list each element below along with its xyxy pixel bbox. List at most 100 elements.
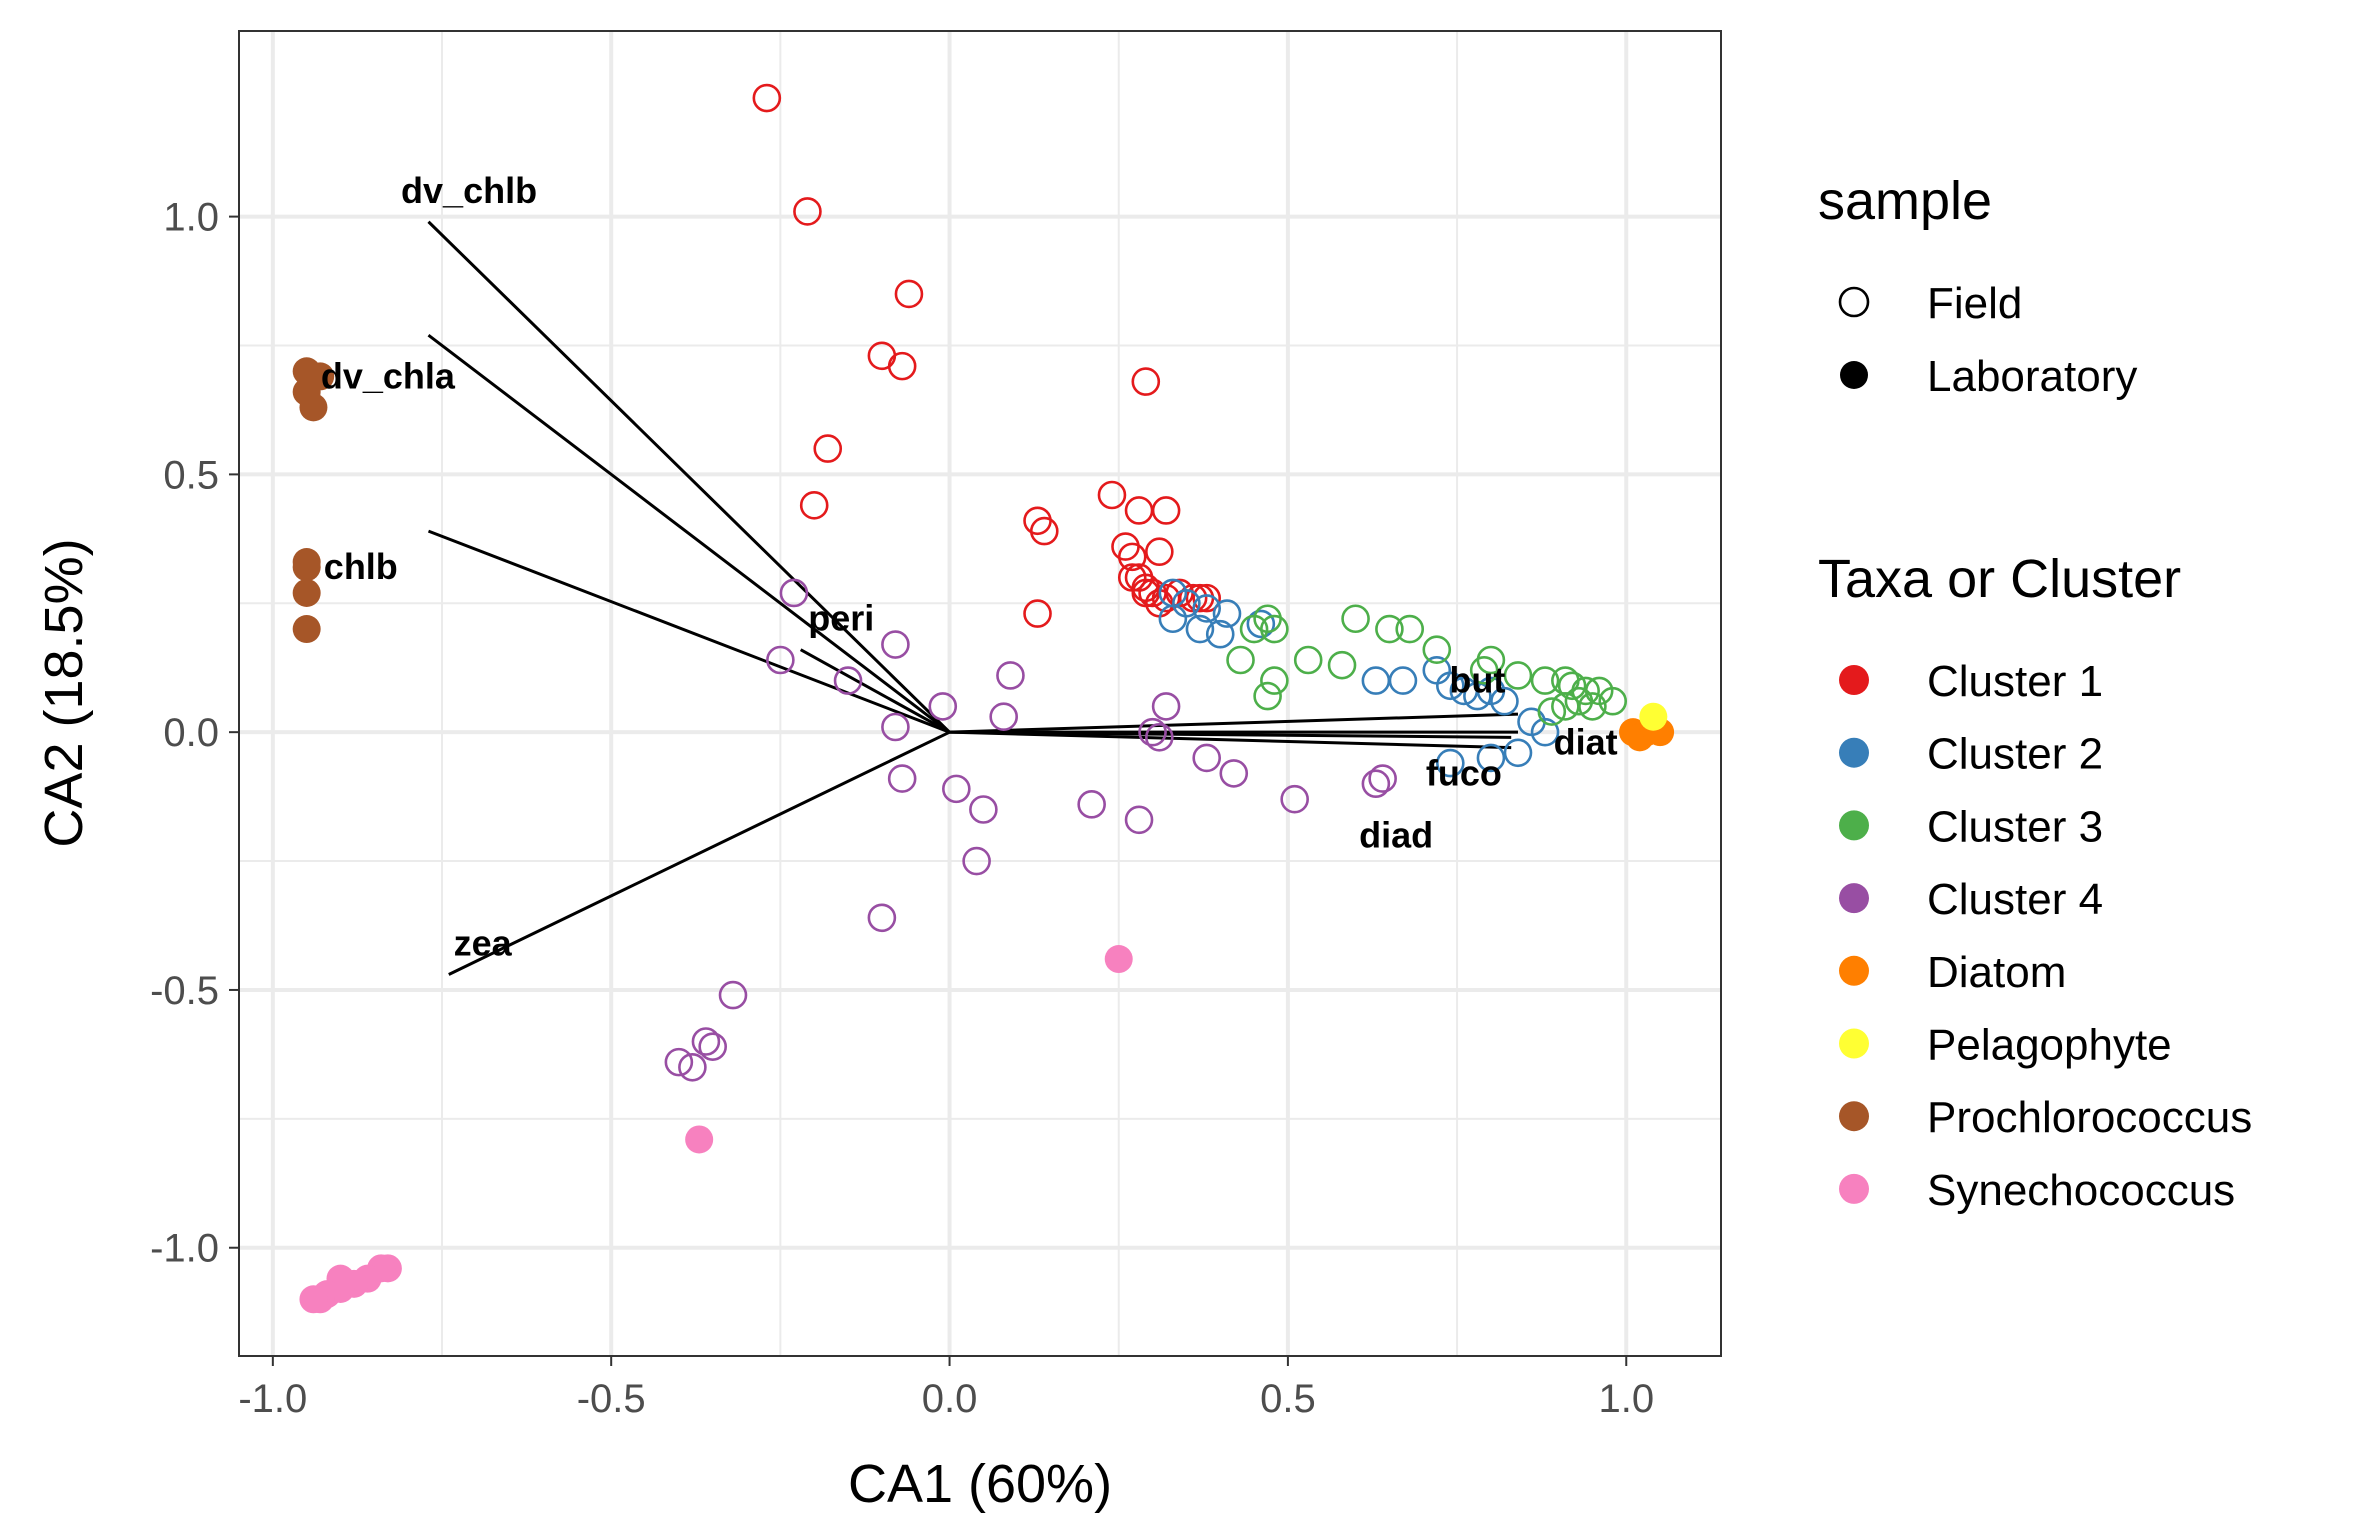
legend-taxa-label: Cluster 2 (1927, 730, 2103, 779)
point-cluster-4 (1361, 769, 1391, 799)
loading-label-chlb: chlb (324, 546, 398, 587)
y-tick-label: -1.0 (150, 1227, 219, 1271)
point-cluster-2 (1463, 681, 1492, 711)
point-cluster-2 (1388, 666, 1418, 695)
point-cluster-2 (1185, 614, 1215, 644)
point-cluster-1 (887, 351, 917, 381)
y-tick-label: 0.0 (163, 711, 219, 755)
y-tick-label: -0.5 (150, 969, 219, 1013)
legend-taxa-title: Taxa or Cluster (1818, 549, 2181, 609)
point-cluster-2 (1530, 717, 1560, 747)
point-cluster-4 (1138, 717, 1167, 747)
point-cluster-3 (1557, 671, 1587, 701)
loading-arrow-chlb (427, 529, 951, 734)
point-cluster-3 (1253, 681, 1282, 711)
x-tick-label: 1.0 (1598, 1377, 1654, 1421)
loading-arrow-peri (799, 648, 951, 734)
loading-label-dv_chlb: dv_chlb (401, 170, 537, 211)
point-cluster-1 (1151, 496, 1181, 525)
point-cluster-3 (1293, 645, 1323, 675)
point-cluster-3 (1327, 650, 1357, 680)
point-cluster-3 (1530, 666, 1560, 695)
point-cluster-3 (1395, 614, 1425, 644)
point-prochlorococcus (299, 393, 328, 422)
point-cluster-4 (881, 630, 910, 659)
point-cluster-4 (969, 795, 998, 824)
point-cluster-3 (1422, 635, 1452, 664)
point-pelagophyte (1639, 702, 1668, 731)
legend-taxa-label: Pelagophyte (1927, 1021, 2172, 1070)
loading-label-dv_chla: dv_chla (321, 355, 456, 396)
legend-sample-title: sample (1818, 171, 1992, 231)
point-cluster-3 (1226, 645, 1255, 675)
x-tick-label: -0.5 (577, 1377, 646, 1421)
point-cluster-2 (1436, 748, 1465, 778)
x-tick-label: 0.0 (922, 1377, 978, 1421)
point-cluster-2 (1192, 594, 1221, 623)
y-tick-label: 0.5 (163, 453, 219, 497)
point-cluster-3 (1537, 697, 1567, 726)
point-cluster-4 (1077, 790, 1106, 819)
point-cluster-1 (1145, 537, 1174, 567)
point-cluster-4 (1219, 759, 1249, 788)
point-cluster-1 (799, 491, 829, 520)
point-cluster-3 (1564, 686, 1594, 716)
loading-arrow-zea (448, 730, 951, 976)
point-cluster-2 (1503, 738, 1533, 768)
point-cluster-1 (1023, 599, 1052, 628)
point-cluster-4 (1280, 784, 1309, 814)
loading-label-but: but (1449, 660, 1505, 701)
legend-taxa-label: Cluster 4 (1927, 875, 2103, 924)
point-cluster-4 (766, 645, 795, 675)
legend-taxa-key (1839, 955, 1869, 986)
legend-taxa-label: Diatom (1927, 948, 2066, 997)
loading-label-zea: zea (454, 923, 513, 964)
point-cluster-3 (1375, 614, 1404, 644)
point-cluster-4 (678, 1052, 707, 1082)
point-prochlorococcus (292, 553, 321, 582)
point-cluster-3 (1239, 614, 1269, 644)
legend-taxa-key (1839, 1101, 1869, 1132)
point-synechococcus (1104, 945, 1133, 974)
panel-border (238, 30, 1722, 1357)
point-cluster-4 (1192, 743, 1221, 773)
point-cluster-3 (1469, 655, 1499, 685)
loading-label-peri: peri (808, 598, 874, 639)
loading-arrows (427, 220, 1519, 976)
point-cluster-3 (1260, 614, 1289, 644)
legend-taxa-key (1839, 883, 1869, 914)
point-cluster-4 (1368, 764, 1397, 793)
point-cluster-3 (1341, 604, 1370, 634)
point-cluster-1 (1029, 516, 1059, 546)
point-cluster-2 (1490, 686, 1519, 716)
axes: -1.0 -0.5 0.0 0.5 1.0 -1.0 -0.5 0.0 0.5 1.0 (150, 196, 1654, 1421)
point-cluster-1 (793, 197, 822, 226)
point-cluster-4 (881, 712, 910, 742)
legend-sample-key-laboratory (1840, 361, 1868, 389)
point-cluster-2 (1158, 604, 1188, 634)
loading-arrow-dv_chla (427, 333, 951, 734)
point-cluster-3 (1551, 692, 1580, 721)
data-points (292, 83, 1675, 1314)
point-cluster-4 (664, 1047, 694, 1077)
point-cluster-3 (1503, 661, 1533, 690)
legend-taxa-label: Cluster 3 (1927, 802, 2103, 851)
point-cluster-1 (1097, 480, 1127, 510)
point-cluster-1 (1131, 367, 1161, 396)
point-cluster-1 (813, 434, 843, 463)
legend-sample-label: Laboratory (1927, 352, 2137, 401)
grid (239, 31, 1721, 1356)
loading-arrow-diad (949, 730, 1512, 750)
point-prochlorococcus (292, 615, 321, 644)
loading-arrow-but (949, 712, 1519, 734)
loading-arrow-dv_chlb (427, 220, 951, 734)
point-cluster-4 (996, 661, 1025, 690)
point-cluster-1 (752, 83, 782, 113)
point-cluster-4 (962, 846, 991, 876)
point-cluster-4 (942, 774, 971, 804)
panel-background (239, 31, 1721, 1356)
point-cluster-3 (1260, 666, 1289, 695)
x-tick-label: 0.5 (1260, 1377, 1316, 1421)
